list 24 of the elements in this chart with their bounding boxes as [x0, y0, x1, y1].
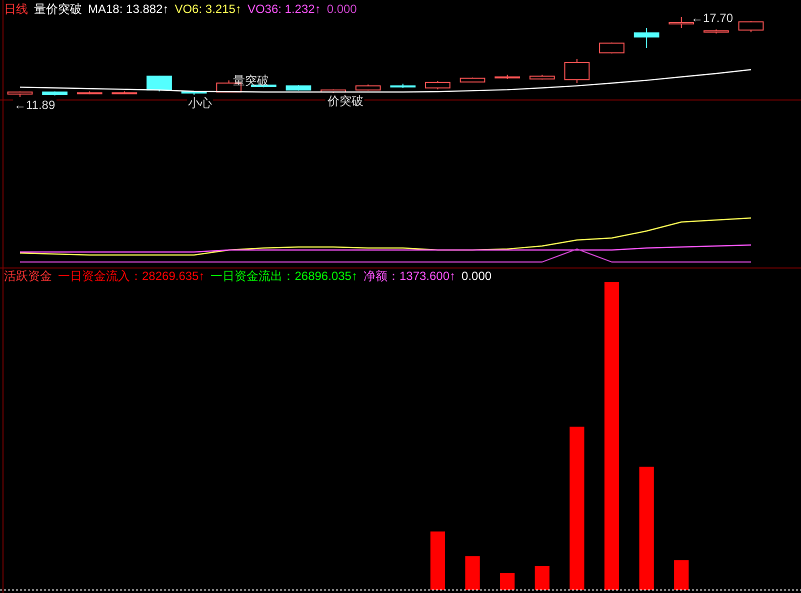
legend-label: 0.000: [462, 269, 492, 283]
chart-title: 日线: [4, 2, 28, 16]
bar: [674, 560, 689, 590]
annotation: ←11.89: [14, 98, 56, 112]
bar: [500, 573, 515, 590]
text: VO36: 1.232↑: [247, 2, 321, 16]
bar: [639, 466, 654, 590]
text: 0.000: [326, 2, 358, 16]
chart-subtitle: 量价突破: [34, 2, 82, 16]
legend-label: 净额：1373.600↑: [363, 269, 456, 283]
text: 一日资金流入：28269.635↑: [58, 269, 205, 283]
candlestick: [634, 28, 660, 48]
legend-label: 一日资金流出：26896.035↑: [210, 269, 358, 283]
bar: [570, 426, 584, 590]
bar: [604, 282, 620, 590]
text: MA18: 13.882↑: [88, 2, 169, 16]
bar: [534, 566, 550, 590]
bar: [465, 556, 480, 590]
annotation: ←17.70: [691, 11, 734, 25]
bar: [430, 531, 446, 590]
annotation: 价突破: [326, 94, 364, 108]
text: VO6: 3.215↑: [174, 2, 242, 16]
chart-title: 活跃资金: [4, 269, 52, 283]
annotation: 小心: [188, 96, 212, 110]
